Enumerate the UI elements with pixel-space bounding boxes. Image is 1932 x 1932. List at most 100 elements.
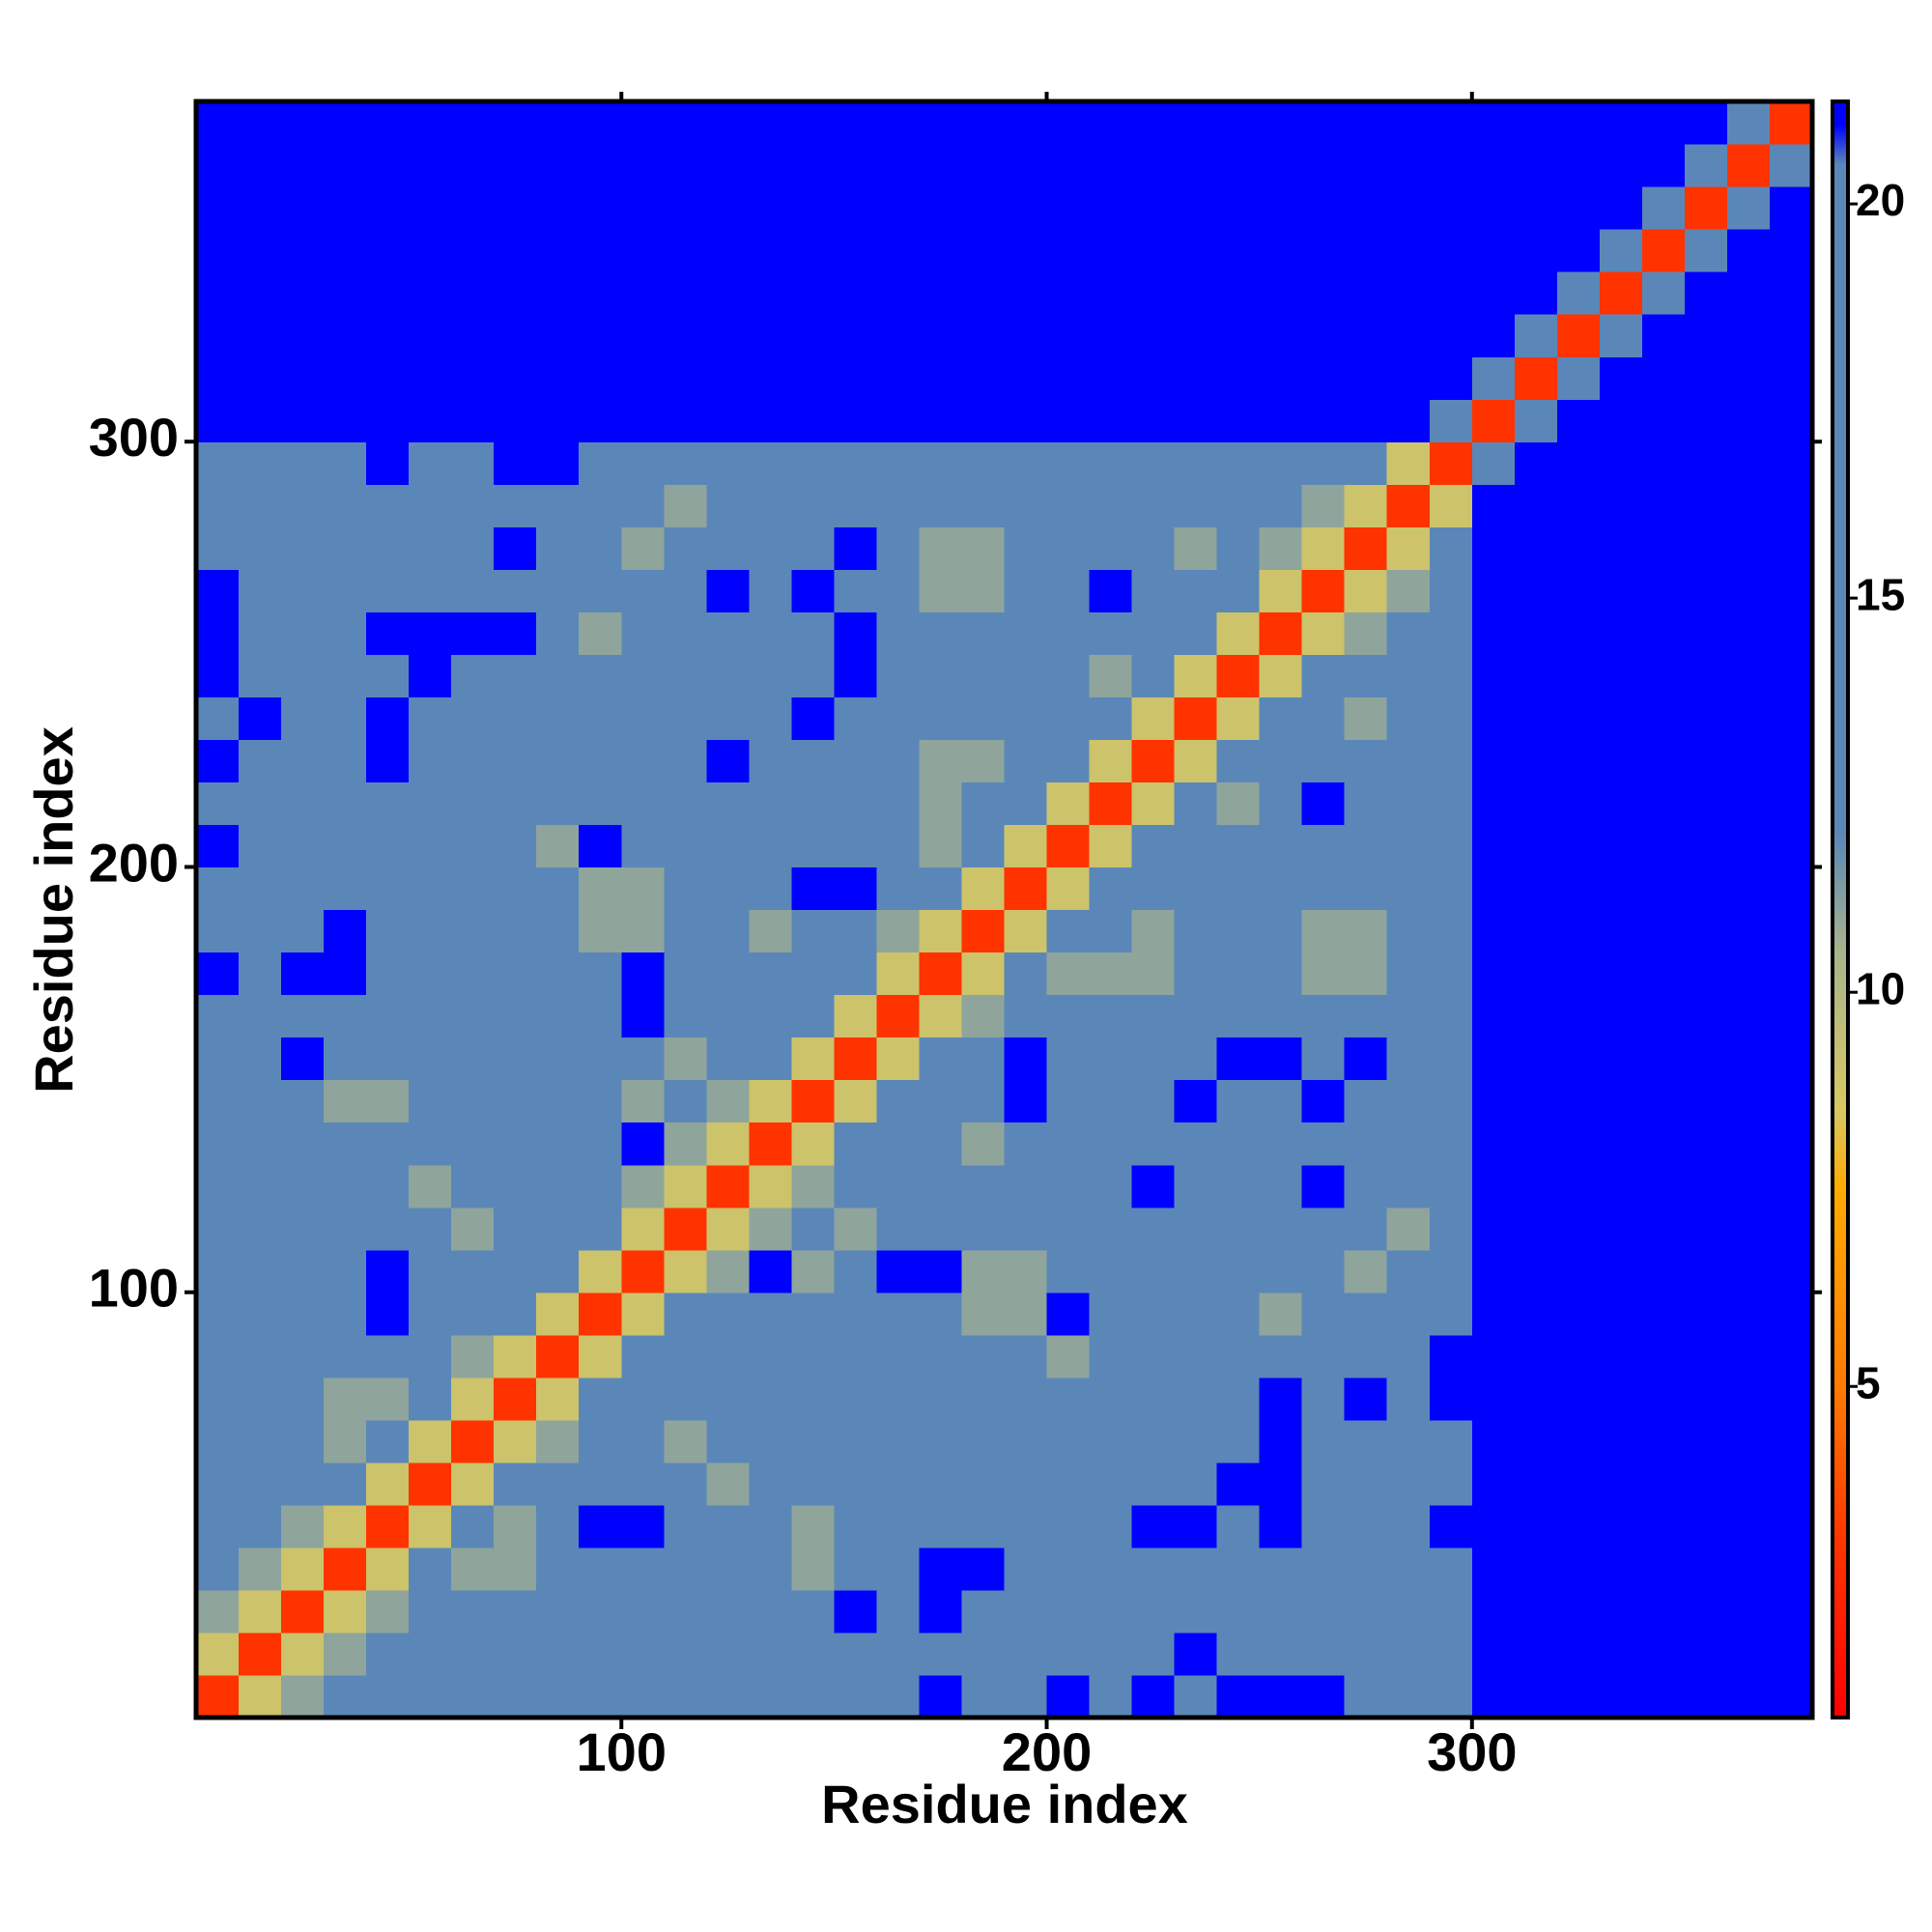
heatmap-cell (451, 101, 495, 145)
heatmap-cell (1429, 781, 1473, 826)
heatmap-cell (1726, 824, 1771, 868)
heatmap-cell (749, 186, 792, 230)
heatmap-cell (1216, 1334, 1261, 1378)
heatmap-cell (1599, 1207, 1643, 1251)
heatmap-cell (876, 1504, 921, 1548)
heatmap-cell (366, 994, 410, 1038)
heatmap-cell (196, 1164, 240, 1208)
heatmap-cell (834, 1207, 878, 1251)
heatmap-cell (1599, 441, 1643, 485)
heatmap-cell (1514, 1207, 1558, 1251)
heatmap-cell (579, 1504, 622, 1548)
heatmap-cell (281, 1419, 325, 1463)
x-axis-label: Residue index (821, 1774, 1188, 1834)
heatmap-cell (706, 1419, 750, 1463)
heatmap-cell (239, 1632, 282, 1676)
heatmap-cell (919, 526, 963, 570)
heatmap-cell (536, 867, 580, 911)
heatmap-cell (451, 399, 495, 442)
heatmap-cell (409, 952, 452, 996)
heatmap-cell (749, 781, 792, 826)
heatmap-cell (1514, 781, 1558, 826)
heatmap-cell (239, 1207, 282, 1251)
heatmap-cell (1216, 271, 1261, 315)
heatmap-cell (1684, 952, 1728, 996)
heatmap-cell (1046, 144, 1091, 187)
heatmap-cell (1131, 441, 1176, 485)
heatmap-cell (1429, 1632, 1473, 1676)
heatmap-cell (1386, 824, 1431, 868)
heatmap-cell (1556, 526, 1601, 570)
heatmap-cell (791, 867, 835, 911)
heatmap-cell (1769, 781, 1813, 826)
heatmap-cell (494, 1164, 537, 1208)
heatmap-cell (1769, 229, 1813, 272)
heatmap-cell (1174, 1377, 1218, 1421)
heatmap-cell (494, 526, 537, 570)
heatmap-cell (621, 994, 665, 1038)
heatmap-cell (1131, 1292, 1176, 1336)
heatmap-cell (281, 569, 325, 612)
heatmap-cell (451, 144, 495, 187)
heatmap-cell (664, 526, 707, 570)
heatmap-cell (366, 101, 410, 145)
heatmap-cell (1429, 1207, 1473, 1251)
heatmap-cell (1216, 909, 1261, 953)
heatmap-cell (749, 144, 792, 187)
heatmap-cell (324, 1632, 367, 1676)
heatmap-cell (919, 1122, 963, 1166)
heatmap-cell (621, 314, 665, 357)
heatmap-cell (1386, 1632, 1431, 1676)
heatmap-cell (324, 1504, 367, 1548)
heatmap-cell (1726, 781, 1771, 826)
heatmap-cells (196, 101, 1813, 1719)
heatmap-cell (239, 1334, 282, 1378)
heatmap-cell (1769, 696, 1813, 740)
heatmap-cell (1301, 101, 1346, 145)
heatmap-cell (239, 867, 282, 911)
heatmap-cell (1259, 952, 1303, 996)
heatmap-cell (1684, 1207, 1728, 1251)
heatmap-cell (1301, 611, 1346, 655)
heatmap-cell (1726, 229, 1771, 272)
heatmap-cell (1301, 441, 1346, 485)
heatmap-cell (1514, 526, 1558, 570)
heatmap-cell (1089, 441, 1133, 485)
heatmap-cell (536, 314, 580, 357)
heatmap-cell (366, 1334, 410, 1378)
heatmap-cell (621, 1079, 665, 1123)
heatmap-cell (1429, 144, 1473, 187)
heatmap-cell (621, 1419, 665, 1463)
heatmap-cell (834, 1164, 878, 1208)
heatmap-cell (1301, 1419, 1346, 1463)
heatmap-cell (919, 484, 963, 527)
heatmap-cell (749, 696, 792, 740)
heatmap-cell (1046, 1292, 1091, 1336)
heatmap-cell (1726, 1249, 1771, 1293)
heatmap-cell (876, 1547, 921, 1591)
x-tick-label: 300 (1427, 1721, 1517, 1782)
heatmap-cell (749, 1589, 792, 1634)
heatmap-cell (1046, 1589, 1091, 1634)
heatmap-cell (1174, 994, 1218, 1038)
heatmap-cell (749, 824, 792, 868)
heatmap-cell (196, 186, 240, 230)
heatmap-cell (494, 144, 537, 187)
heatmap-cell (409, 314, 452, 357)
heatmap-cell (876, 1122, 921, 1166)
heatmap-cell (1004, 1164, 1048, 1208)
heatmap-cell (749, 356, 792, 400)
heatmap-cell (1046, 569, 1091, 612)
heatmap-cell (1046, 526, 1091, 570)
heatmap-cell (1216, 1589, 1261, 1634)
heatmap-cell (451, 1079, 495, 1123)
heatmap-cell (281, 1589, 325, 1634)
heatmap-cell (1089, 1547, 1133, 1591)
heatmap-cell (1726, 399, 1771, 442)
heatmap-cell (1344, 1164, 1388, 1208)
heatmap-cell (1344, 1334, 1388, 1378)
heatmap-cell (1344, 1632, 1388, 1676)
heatmap-cell (1684, 314, 1728, 357)
heatmap-cell (1556, 739, 1601, 783)
heatmap-cell (1429, 654, 1473, 697)
